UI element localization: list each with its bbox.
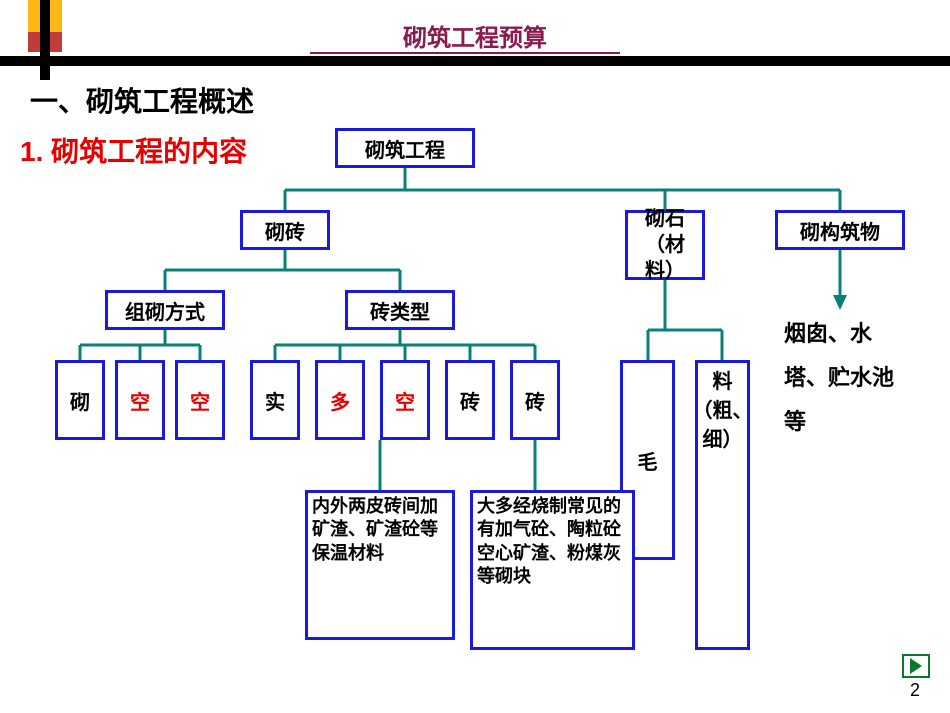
leaf-type-0: 实: [250, 360, 300, 440]
leaf-type-4: 砖: [510, 360, 560, 440]
node-stone: 砌石（材料）: [625, 210, 705, 280]
leaf-type-2: 空: [380, 360, 430, 440]
leaf-type-1: 多: [315, 360, 365, 440]
next-slide-button[interactable]: [902, 654, 930, 678]
node-type: 砖类型: [345, 290, 455, 330]
node-root: 砌筑工程: [335, 128, 475, 168]
leaf-method-1: 空: [115, 360, 165, 440]
leaf-type-3: 砖: [445, 360, 495, 440]
leaf-method-2: 空: [175, 360, 225, 440]
page-title: 砌筑工程预算: [0, 18, 950, 53]
node-structure-desc: 烟囱、水塔、贮水池等: [780, 310, 900, 490]
play-icon: [910, 658, 922, 674]
leaf-stone-1: 料（粗、细）: [695, 360, 750, 650]
page-title-underline: [310, 52, 620, 54]
node-brick: 砌砖: [240, 210, 330, 250]
node-desc-left: 内外两皮砖间加矿渣、矿渣砼等保温材料: [305, 490, 455, 640]
node-desc-right: 大多经烧制常见的有加气砼、陶粒砼空心矿渣、粉煤灰等砌块: [470, 490, 635, 650]
node-method: 组砌方式: [105, 290, 225, 330]
leaf-method-0: 砌: [55, 360, 105, 440]
subsection-heading: 1. 砌筑工程的内容: [20, 130, 247, 170]
node-structure: 砌构筑物: [775, 210, 905, 250]
page-number: 2: [910, 680, 920, 701]
section-heading: 一、砌筑工程概述: [30, 80, 254, 120]
